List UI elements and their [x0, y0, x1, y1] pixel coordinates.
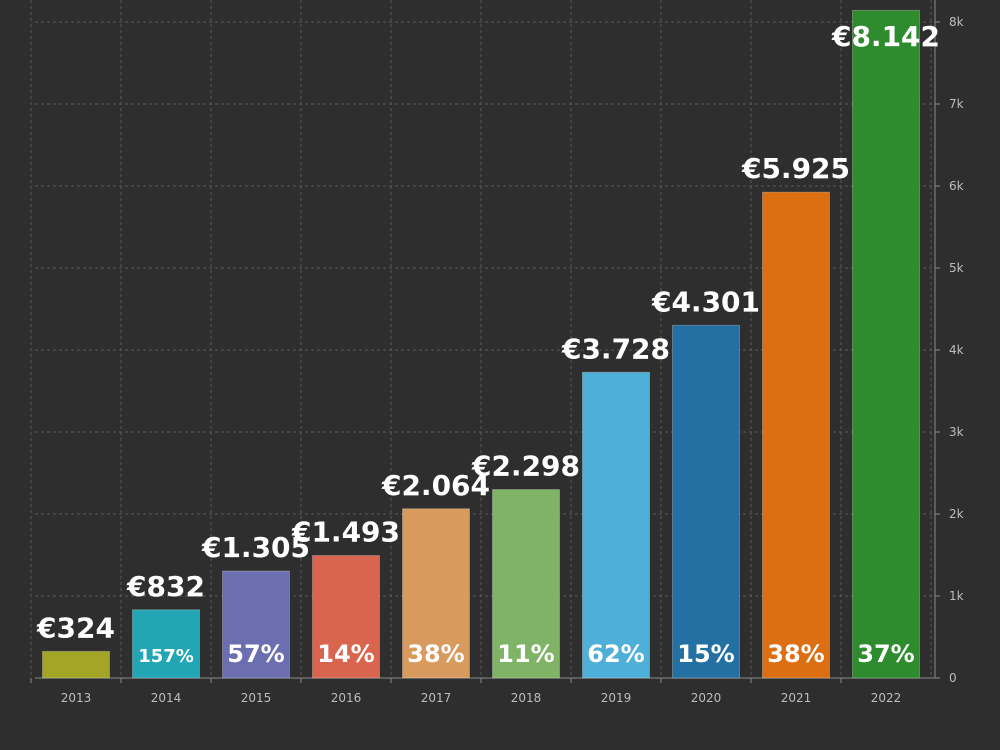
bar-2022 — [852, 9, 920, 679]
bar-2015 — [222, 570, 290, 679]
x-tick-label: 2022 — [871, 691, 902, 705]
growth-label: 157% — [138, 646, 194, 667]
y-tick-label: 1k — [949, 589, 964, 603]
growth-label: 15% — [677, 640, 734, 668]
growth-label: 57% — [227, 640, 284, 668]
x-tick-label: 2017 — [421, 691, 452, 705]
x-tick-label: 2016 — [331, 691, 362, 705]
value-label: €1.493 — [291, 516, 400, 549]
x-tick-label: 2020 — [691, 691, 722, 705]
value-label: €1.305 — [201, 531, 310, 564]
value-label: €832 — [126, 570, 205, 603]
x-tick-label: 2014 — [151, 691, 182, 705]
x-tick-label: 2013 — [61, 691, 92, 705]
value-label: €2.298 — [471, 450, 580, 483]
y-tick-label: 6k — [949, 179, 964, 193]
bar-2016 — [312, 555, 380, 679]
value-label: €4.301 — [651, 285, 760, 318]
y-tick-label: 5k — [949, 261, 964, 275]
y-tick-label: 0 — [949, 671, 957, 685]
x-tick-label: 2019 — [601, 691, 632, 705]
bar-2017 — [402, 508, 470, 679]
value-label: €2.064 — [381, 469, 490, 502]
growth-label: 11% — [497, 640, 554, 668]
y-tick-label: 7k — [949, 97, 964, 111]
y-tick-label: 8k — [949, 15, 964, 29]
x-tick-label: 2021 — [781, 691, 812, 705]
value-label: €5.925 — [741, 152, 850, 185]
bar-2018 — [492, 489, 560, 679]
value-label: €3.728 — [561, 332, 670, 365]
growth-label: 38% — [407, 640, 464, 668]
bar-2014 — [132, 609, 200, 679]
value-label: €324 — [36, 611, 115, 644]
bar-2020 — [672, 324, 740, 679]
x-tick-label: 2015 — [241, 691, 272, 705]
growth-label: 37% — [857, 640, 914, 668]
x-tick-label: 2018 — [511, 691, 542, 705]
y-tick-label: 4k — [949, 343, 964, 357]
value-label: €8.142 — [831, 20, 940, 53]
y-tick-label: 3k — [949, 425, 964, 439]
y-tick-label: 2k — [949, 507, 964, 521]
bar-2021 — [762, 191, 830, 679]
bar-2019 — [582, 371, 650, 679]
growth-label: 62% — [587, 640, 644, 668]
bar-2013 — [42, 650, 110, 679]
growth-label: 14% — [317, 640, 374, 668]
growth-label: 38% — [767, 640, 824, 668]
